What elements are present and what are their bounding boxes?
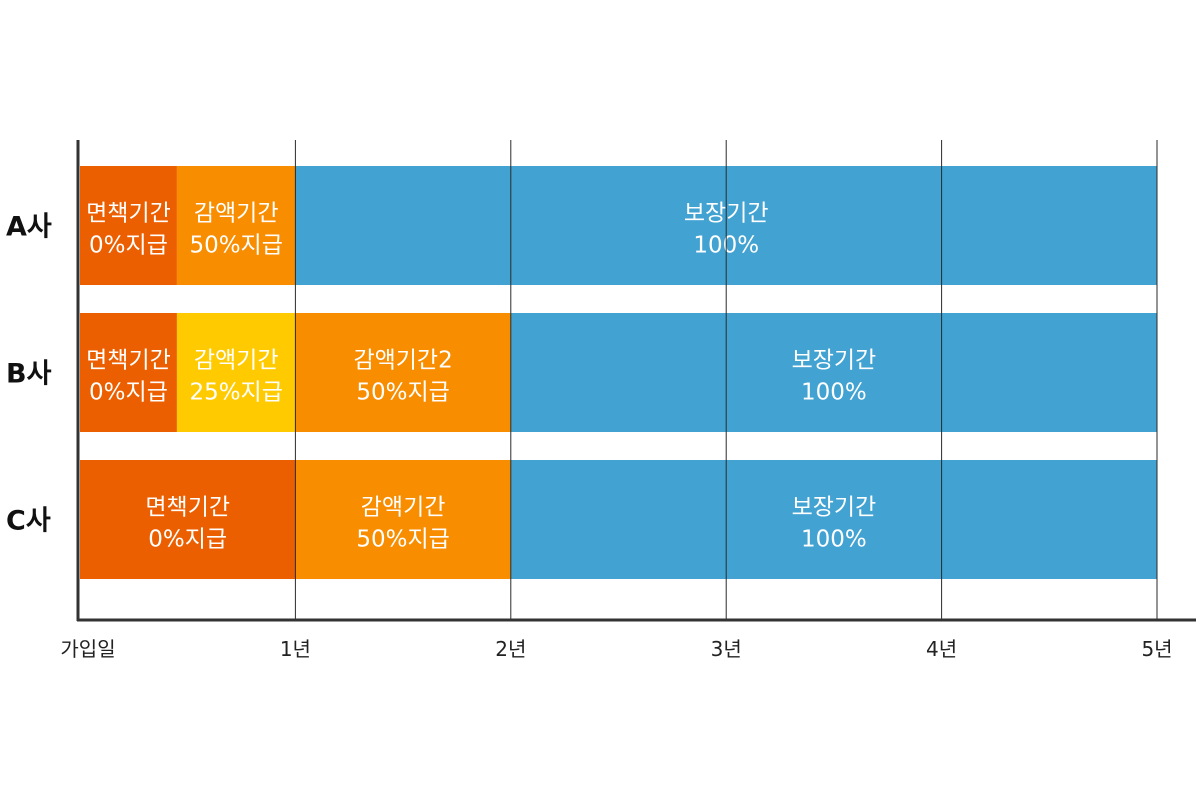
segment-rate-label: 25%지급 xyxy=(189,380,282,406)
segment-rate-label: 0%지급 xyxy=(89,233,168,259)
segment-rate-label: 50%지급 xyxy=(189,233,282,259)
bar-area: 면책기간0%지급감액기간50%지급보장기간100%면책기간0%지급감액기간25%… xyxy=(80,166,1157,579)
axes xyxy=(76,140,1196,622)
segment-period-label: 감액기간 xyxy=(194,348,279,374)
row-label: C사 xyxy=(6,506,51,537)
x-tick-label: 4년 xyxy=(926,637,957,661)
x-tick-label: 5년 xyxy=(1141,637,1172,661)
bar-segment xyxy=(510,460,1157,579)
segment-period-label: 감액기간2 xyxy=(353,348,452,374)
segment-period-label: 보장기간 xyxy=(792,495,877,521)
x-tick-labels: 가입일 1년 2년 3년 4년 5년 xyxy=(60,637,1172,661)
segment-period-label: 면책기간 xyxy=(86,348,171,374)
row-labels: A사 B사 C사 xyxy=(6,212,52,537)
x-tick-label: 3년 xyxy=(711,637,742,661)
row-label: B사 xyxy=(6,359,52,390)
segment-period-label: 면책기간 xyxy=(145,495,230,521)
x-tick-label: 1년 xyxy=(280,637,311,661)
segment-period-label: 면책기간 xyxy=(86,201,171,227)
bar-segment xyxy=(176,313,296,432)
segment-period-label: 감액기간 xyxy=(194,201,279,227)
segment-rate-label: 100% xyxy=(801,527,867,553)
x-tick-label: 가입일 xyxy=(60,637,115,661)
bar-segment xyxy=(295,313,511,432)
segment-rate-label: 50%지급 xyxy=(356,380,449,406)
segment-rate-label: 100% xyxy=(801,380,867,406)
bar-segment xyxy=(295,460,511,579)
bar-segment xyxy=(80,166,177,285)
segment-period-label: 보장기간 xyxy=(792,348,877,374)
grid-lines xyxy=(294,140,1158,620)
segment-period-label: 감액기간 xyxy=(361,495,446,521)
segment-rate-label: 50%지급 xyxy=(356,527,449,553)
row-label: A사 xyxy=(6,212,52,243)
bar-segment xyxy=(510,313,1157,432)
segment-rate-label: 0%지급 xyxy=(148,527,227,553)
bar-segment xyxy=(80,460,296,579)
bar-segment xyxy=(176,166,296,285)
segment-rate-label: 0%지급 xyxy=(89,380,168,406)
x-tick-label: 2년 xyxy=(495,637,526,661)
bar-segment xyxy=(80,313,177,432)
